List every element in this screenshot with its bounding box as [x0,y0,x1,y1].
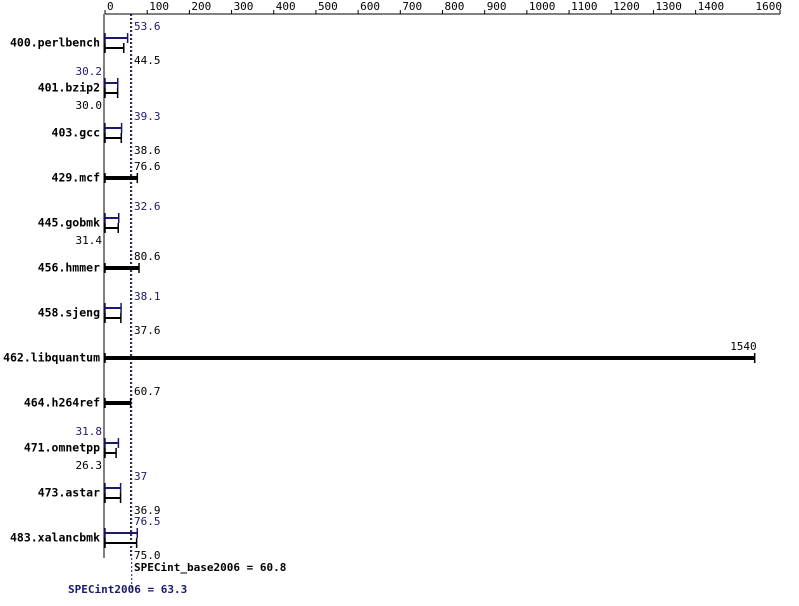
x-tick-label: 1600 [756,0,783,13]
value-label: 31.8 [76,425,103,438]
x-tick-label: 800 [445,0,465,13]
bar [105,442,119,444]
bar [105,317,121,319]
value-label: 60.7 [134,385,161,398]
value-label: 53.6 [134,20,161,33]
value-label: 39.3 [134,110,161,123]
value-label: 1540 [730,340,757,353]
value-label: 38.1 [134,290,161,303]
value-label: 32.6 [134,200,161,213]
x-tick-label: 900 [487,0,507,13]
bar [105,176,138,180]
x-tick-label: 500 [318,0,338,13]
category-label: 403.gcc [52,126,100,140]
category-label: 464.h264ref [24,396,100,410]
x-tick-label: 1000 [529,0,556,13]
value-label: 30.2 [76,65,103,78]
bar [105,266,140,270]
value-label: 36.9 [134,504,161,517]
bar [105,307,122,309]
category-label: 458.sjeng [38,306,100,320]
x-tick-label: 0 [107,0,114,13]
category-label: 483.xalancbmk [10,531,100,545]
bar [105,356,755,360]
value-label: 75.0 [134,549,161,562]
category-label: 401.bzip2 [38,81,100,95]
value-label: 26.3 [76,459,103,472]
value-label: 76.6 [134,160,161,173]
category-label: 400.perlbench [10,36,100,50]
value-label: 31.4 [76,234,103,247]
category-label: 462.libquantum [3,351,100,365]
bar [105,401,131,405]
bar [105,542,137,544]
category-label: 473.astar [38,486,100,500]
x-tick-label: 1200 [613,0,640,13]
category-label: 445.gobmk [38,216,100,230]
value-label: 37 [134,470,147,483]
bar [105,82,118,84]
x-tick-label: 100 [149,0,169,13]
bar [105,92,118,94]
category-label: 471.omnetpp [24,441,100,455]
category-label: 456.hmmer [38,261,100,275]
bar [105,497,121,499]
x-tick-label: 700 [402,0,422,13]
value-label: 80.6 [134,250,161,263]
x-tick-label: 300 [234,0,254,13]
bar [105,227,119,229]
bar [105,532,138,534]
value-label: 44.5 [134,54,161,67]
x-tick-label: 1100 [571,0,598,13]
bar [105,217,119,219]
bar [105,47,124,49]
bar [105,137,122,139]
x-tick-label: 1400 [698,0,725,13]
x-tick-label: 1300 [655,0,682,13]
peak-summary: SPECint2006 = 63.3 [68,583,187,596]
bar [105,452,117,454]
x-tick-label: 400 [276,0,296,13]
base-summary: SPECint_base2006 = 60.8 [134,561,286,574]
value-label: 30.0 [76,99,103,112]
category-label: 429.mcf [52,171,101,185]
bar [105,487,121,489]
value-label: 37.6 [134,324,161,337]
value-label: 38.6 [134,144,161,157]
bar [105,127,122,129]
x-tick-label: 600 [360,0,380,13]
bar [105,37,128,39]
value-label: 76.5 [134,515,161,528]
x-tick-label: 200 [191,0,211,13]
